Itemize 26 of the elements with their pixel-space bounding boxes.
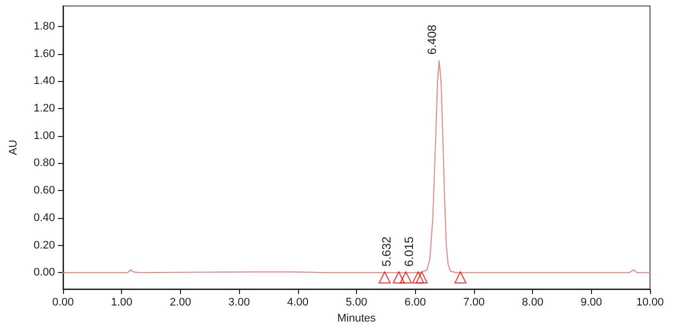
x-tick-label: 6.00 — [404, 296, 426, 308]
x-tick-label: 3.00 — [228, 296, 250, 308]
y-tick-label: 1.60 — [34, 48, 55, 60]
y-tick-label: 1.40 — [34, 75, 55, 88]
y-tick-label: 0.20 — [34, 239, 55, 252]
x-tick-label: 0.00 — [52, 296, 74, 308]
x-tick-label: 2.00 — [170, 296, 192, 308]
x-tick-label: 10.00 — [636, 296, 664, 308]
x-tick-label: 7.00 — [463, 296, 485, 308]
y-tick-label: 1.00 — [34, 130, 55, 142]
x-tick-label: 5.00 — [346, 296, 368, 308]
y-tick-label: 1.80 — [34, 20, 55, 33]
y-tick-label: 0.00 — [34, 266, 55, 279]
x-axis-title: Minutes — [337, 312, 376, 324]
annotation: 5.632 — [380, 236, 394, 267]
x-tick-label: 8.00 — [522, 296, 544, 308]
annotation: 6.408 — [425, 24, 440, 55]
annotation: 6.015 — [402, 236, 416, 267]
x-tick-label: 9.00 — [580, 296, 602, 308]
y-tick-label: 1.20 — [34, 102, 55, 115]
y-tick-label: 0.40 — [34, 212, 55, 224]
x-tick-label: 1.00 — [110, 296, 132, 308]
y-tick-label: 0.60 — [34, 184, 55, 197]
y-tick-label: 0.80 — [34, 157, 55, 170]
y-axis-title: AU — [8, 140, 20, 156]
x-tick-label: 4.00 — [287, 296, 309, 308]
